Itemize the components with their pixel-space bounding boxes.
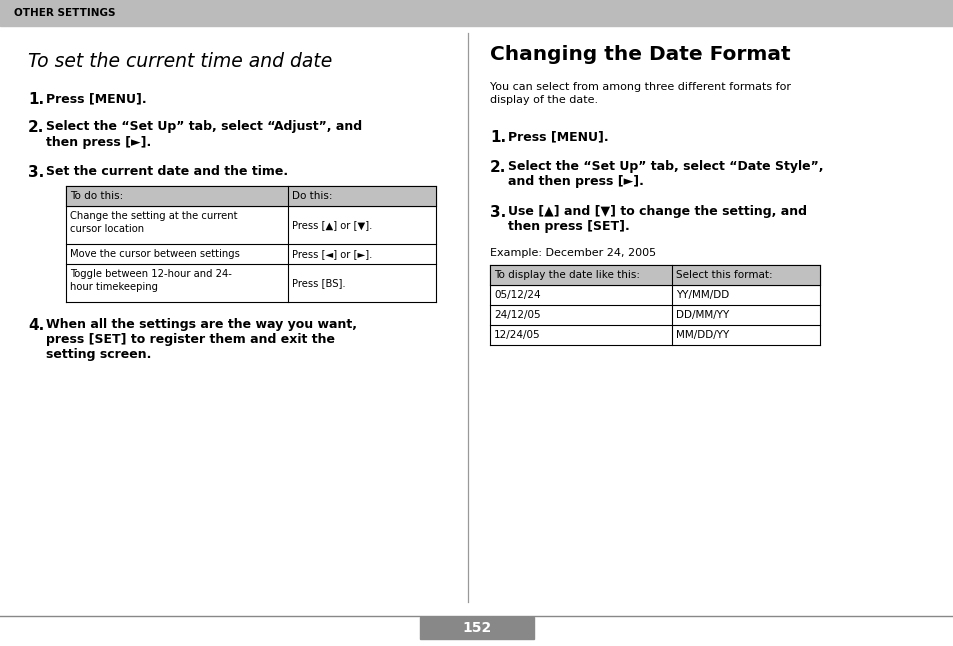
Text: 05/12/24: 05/12/24 — [494, 290, 540, 300]
Text: Changing the Date Format: Changing the Date Format — [490, 45, 790, 64]
Text: then press [►].: then press [►]. — [46, 136, 152, 149]
Text: 152: 152 — [462, 621, 491, 635]
Text: Press [MENU].: Press [MENU]. — [507, 130, 608, 143]
Text: Set the current date and the time.: Set the current date and the time. — [46, 165, 288, 178]
Text: cursor location: cursor location — [70, 224, 144, 234]
Text: 2.: 2. — [490, 160, 506, 175]
Text: YY/MM/DD: YY/MM/DD — [676, 290, 728, 300]
Bar — [66, 186, 436, 206]
Text: Move the cursor between settings: Move the cursor between settings — [70, 249, 239, 259]
Text: 3.: 3. — [28, 165, 44, 180]
Text: To set the current time and date: To set the current time and date — [28, 52, 332, 71]
Bar — [0, 0, 953, 26]
Text: You can select from among three different formats for: You can select from among three differen… — [490, 82, 790, 92]
Text: Select the “Set Up” tab, select “Date Style”,: Select the “Set Up” tab, select “Date St… — [507, 160, 822, 173]
Text: MM/DD/YY: MM/DD/YY — [676, 330, 728, 340]
Text: 1.: 1. — [28, 92, 44, 107]
Text: To display the date like this:: To display the date like this: — [494, 270, 639, 280]
Text: DD/MM/YY: DD/MM/YY — [676, 310, 728, 320]
Text: Use [▲] and [▼] to change the setting, and: Use [▲] and [▼] to change the setting, a… — [507, 205, 806, 218]
Text: 2.: 2. — [28, 120, 45, 135]
Text: setting screen.: setting screen. — [46, 348, 152, 361]
Text: Select the “Set Up” tab, select “Adjust”, and: Select the “Set Up” tab, select “Adjust”… — [46, 120, 362, 133]
Bar — [419, 617, 534, 639]
Text: When all the settings are the way you want,: When all the settings are the way you wa… — [46, 318, 356, 331]
Text: Press [▲] or [▼].: Press [▲] or [▼]. — [292, 220, 372, 230]
Text: and then press [►].: and then press [►]. — [507, 175, 643, 188]
Text: 3.: 3. — [490, 205, 506, 220]
Text: To do this:: To do this: — [70, 191, 123, 201]
Text: Select this format:: Select this format: — [676, 270, 772, 280]
Text: hour timekeeping: hour timekeeping — [70, 282, 158, 292]
Text: Example: December 24, 2005: Example: December 24, 2005 — [490, 248, 656, 258]
Text: 12/24/05: 12/24/05 — [494, 330, 540, 340]
Text: 4.: 4. — [28, 318, 44, 333]
Text: press [SET] to register them and exit the: press [SET] to register them and exit th… — [46, 333, 335, 346]
Text: Press [MENU].: Press [MENU]. — [46, 92, 147, 105]
Text: 24/12/05: 24/12/05 — [494, 310, 540, 320]
Text: Press [BS].: Press [BS]. — [292, 278, 345, 288]
Text: Toggle between 12-hour and 24-: Toggle between 12-hour and 24- — [70, 269, 232, 279]
Text: Do this:: Do this: — [292, 191, 333, 201]
Bar — [490, 265, 820, 285]
Text: display of the date.: display of the date. — [490, 95, 598, 105]
Text: then press [SET].: then press [SET]. — [507, 220, 629, 233]
Text: 1.: 1. — [490, 130, 506, 145]
Text: Change the setting at the current: Change the setting at the current — [70, 211, 237, 221]
Text: Press [◄] or [►].: Press [◄] or [►]. — [292, 249, 372, 259]
Text: OTHER SETTINGS: OTHER SETTINGS — [14, 8, 115, 18]
